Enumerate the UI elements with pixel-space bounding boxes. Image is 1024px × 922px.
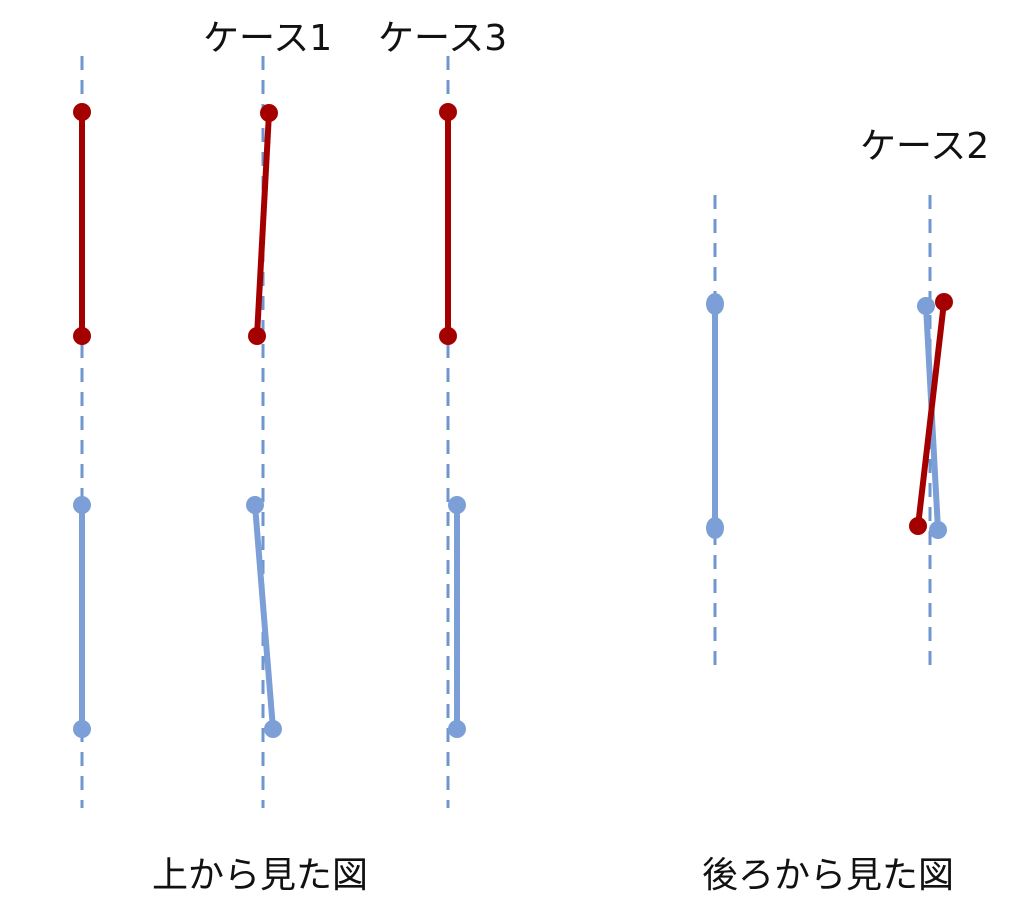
case3-pair bbox=[439, 103, 466, 738]
blue-rod-end-top bbox=[73, 496, 91, 514]
red-rod-end-bottom bbox=[909, 517, 927, 535]
blue-rod-end-top bbox=[706, 293, 724, 315]
blue-rod-case3 bbox=[448, 496, 466, 738]
blue-rod-end-bottom bbox=[929, 521, 947, 539]
red-rod-case3 bbox=[439, 103, 457, 345]
rear-view-reference-rod bbox=[706, 293, 724, 539]
red-rod-end-top bbox=[73, 103, 91, 121]
case2-pair bbox=[909, 293, 953, 539]
red-rod-end-bottom bbox=[248, 327, 266, 345]
red-rod-end-top bbox=[439, 103, 457, 121]
case1-label: ケース1 bbox=[203, 18, 332, 59]
case1-pair bbox=[246, 104, 282, 738]
red-rod-end-top bbox=[260, 104, 278, 122]
red-rod-end-bottom bbox=[439, 327, 457, 345]
case2-label: ケース2 bbox=[860, 126, 989, 167]
top-view-reference-pair bbox=[73, 103, 91, 738]
red-rod-reference bbox=[73, 103, 91, 345]
blue-rod-end-top bbox=[246, 496, 264, 514]
red-rod-case1 bbox=[248, 104, 278, 345]
rear-view-caption: 後ろから見た図 bbox=[702, 855, 954, 896]
blue-rod-end-bottom bbox=[264, 720, 282, 738]
blue-rod-case1 bbox=[246, 496, 282, 738]
red-rod-end-bottom bbox=[73, 327, 91, 345]
red-rod-end-top bbox=[935, 293, 953, 311]
case3-label: ケース3 bbox=[378, 18, 507, 59]
blue-rod-end-top bbox=[917, 297, 935, 315]
blue-rod-end-bottom bbox=[73, 720, 91, 738]
red-rod-case2 bbox=[909, 293, 953, 535]
top-view-caption: 上から見た図 bbox=[152, 855, 368, 896]
blue-rod-end-bottom bbox=[706, 517, 724, 539]
rear-view-guides bbox=[713, 195, 932, 668]
blue-rod-end-bottom bbox=[448, 720, 466, 738]
blue-rod-end-top bbox=[448, 496, 466, 514]
blue-rod-reference bbox=[73, 496, 91, 738]
